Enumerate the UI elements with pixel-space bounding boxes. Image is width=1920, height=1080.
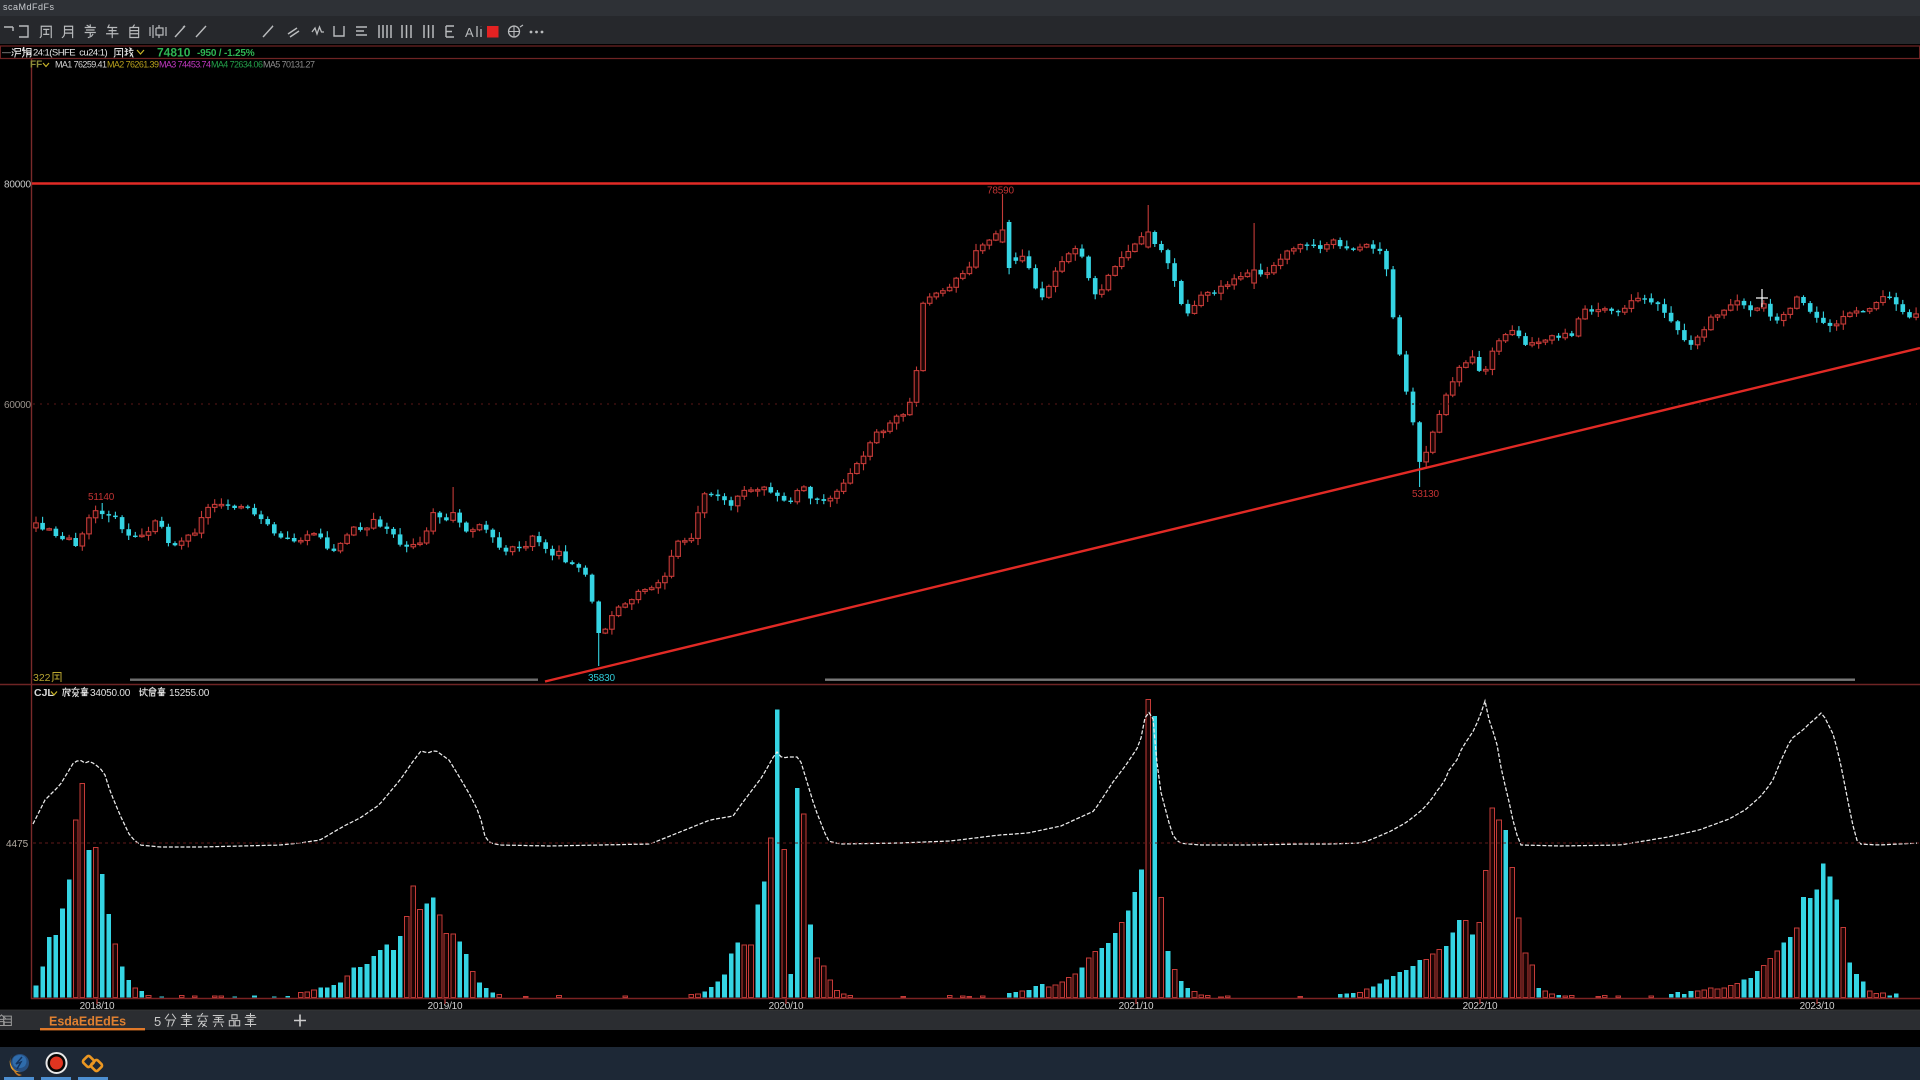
svg-text:78590: 78590	[987, 186, 1014, 197]
svg-text:2019/10: 2019/10	[428, 1001, 463, 1012]
svg-text:322: 322	[33, 672, 51, 684]
svg-text:—: —	[2, 47, 11, 57]
svg-text:2021/10: 2021/10	[1119, 1001, 1154, 1012]
svg-text:2020/10: 2020/10	[769, 1001, 804, 1012]
svg-text:MA1 76259.41: MA1 76259.41	[55, 60, 107, 70]
svg-text:4475: 4475	[6, 839, 29, 850]
svg-text:15255.00: 15255.00	[169, 688, 210, 699]
svg-text:MA5 70131.27: MA5 70131.27	[263, 60, 315, 70]
svg-text:2018/10: 2018/10	[80, 1001, 115, 1012]
svg-text:2022/10: 2022/10	[1463, 1001, 1498, 1012]
svg-text:35830: 35830	[588, 673, 615, 684]
svg-text:2023/10: 2023/10	[1800, 1001, 1835, 1012]
svg-text:FF: FF	[30, 60, 42, 71]
svg-text:EsdaEdEdEs: EsdaEdEdEs	[49, 1015, 126, 1029]
svg-text:MA3 74453.74: MA3 74453.74	[159, 60, 211, 70]
svg-text:51140: 51140	[88, 492, 115, 503]
svg-text:-950 / -1.25%: -950 / -1.25%	[197, 48, 255, 59]
svg-text:5: 5	[154, 1014, 161, 1029]
svg-text:CJL: CJL	[34, 687, 54, 699]
svg-text:53130: 53130	[1412, 489, 1439, 500]
svg-text:80000: 80000	[4, 180, 31, 191]
svg-text:74810: 74810	[157, 46, 191, 60]
svg-text:60000: 60000	[4, 400, 31, 411]
svg-text:34050.00: 34050.00	[90, 688, 131, 699]
svg-text:MA2 76261.39: MA2 76261.39	[107, 60, 159, 70]
svg-text:A: A	[465, 25, 474, 40]
svg-text:24:1(SHFE cu24:1): 24:1(SHFE cu24:1)	[33, 48, 107, 59]
svg-text:MA4 72634.06: MA4 72634.06	[211, 60, 263, 70]
